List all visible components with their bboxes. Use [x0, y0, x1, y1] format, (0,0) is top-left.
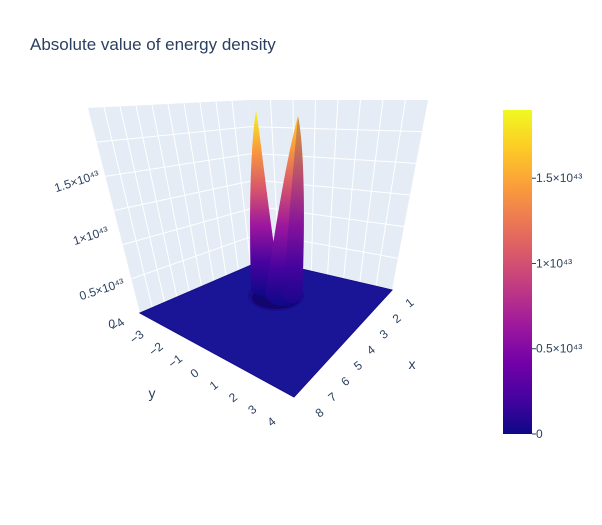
x-tick-label: 3 — [377, 327, 391, 342]
colorbar-tick-label: 0 — [536, 427, 543, 441]
z-tick-label: 0 — [108, 317, 115, 331]
floor-surface — [138, 259, 393, 398]
back-wall-left — [88, 100, 263, 313]
x-tick-label: 4 — [364, 342, 378, 357]
x-tick-label: 1 — [403, 295, 417, 310]
z-tick-label: 0.5×10⁴³ — [78, 276, 126, 304]
grid-line — [105, 152, 254, 177]
peak-2 — [265, 116, 304, 307]
scene: 0 0.5×10⁴³ 1×10⁴³ 1.5×10⁴³ −4−3−2−101234… — [53, 99, 428, 429]
x-tick-label: 2 — [390, 311, 404, 326]
x-tick-label: 5 — [351, 358, 365, 373]
z-tick-label: 1×10⁴³ — [71, 224, 110, 248]
grid-line — [122, 206, 259, 246]
y-axis-title: y — [149, 385, 156, 401]
y-tick-label: 0 — [188, 366, 202, 381]
grid-line — [113, 179, 256, 211]
colorbar-gradient — [503, 110, 532, 434]
y-tick-label: 3 — [245, 402, 259, 417]
colorbar-tick-label: 0.5×10⁴³ — [536, 342, 582, 356]
grid-lines — [96, 99, 423, 308]
x-tick-label: 7 — [325, 389, 339, 404]
z-tick-label: 1.5×10⁴³ — [53, 168, 101, 196]
colorbar-tick-label: 1×10⁴³ — [536, 256, 572, 270]
colorbar-tick-label: 1.5×10⁴³ — [536, 171, 582, 185]
grid-line — [255, 179, 411, 196]
grid-line — [131, 232, 261, 280]
x-axis-title: x — [409, 356, 416, 372]
peak-2-shade — [283, 116, 304, 303]
grid-line — [252, 152, 417, 164]
y-tick-label: 4 — [265, 414, 279, 429]
colorbar: 0 0.5×10⁴³ 1×10⁴³ 1.5×10⁴³ — [503, 110, 582, 441]
x-tick-label: 8 — [313, 405, 327, 420]
grid-line — [250, 126, 423, 133]
surface-peaks — [248, 110, 304, 311]
chart-title: Absolute value of energy density — [30, 35, 276, 54]
y-tick-label: 2 — [226, 390, 240, 405]
grid-line — [96, 126, 251, 143]
y-tick-label: −3 — [127, 327, 147, 347]
y-tick-label: −1 — [166, 351, 186, 371]
x-tick-label: 6 — [338, 374, 352, 389]
colorbar-ticks: 0 0.5×10⁴³ 1×10⁴³ 1.5×10⁴³ — [532, 171, 582, 441]
y-tick-label: −2 — [146, 339, 166, 359]
y-tick-label: 1 — [207, 378, 221, 393]
